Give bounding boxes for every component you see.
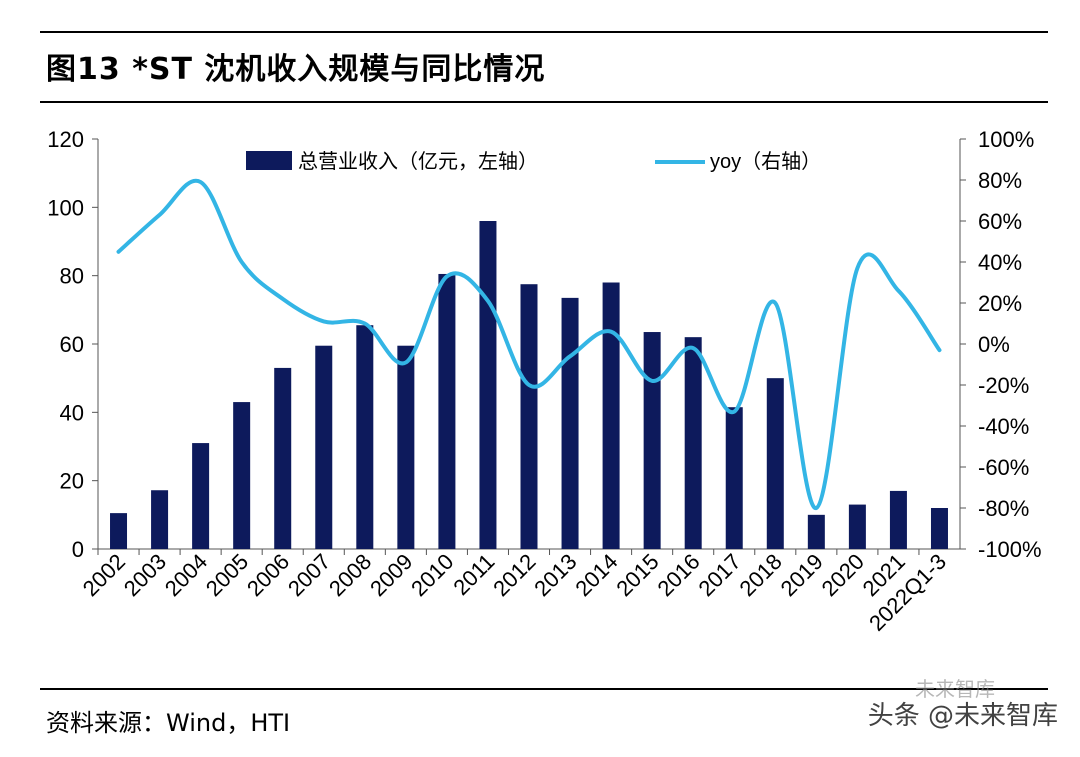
revenue-bar: [561, 297, 579, 549]
right-tick-label: -60%: [978, 455, 1029, 480]
revenue-bar: [807, 514, 825, 549]
x-tick-label: 2009: [365, 549, 417, 601]
right-tick-label: -80%: [978, 496, 1029, 521]
legend-bar-swatch: [246, 151, 292, 170]
revenue-bar: [397, 345, 415, 549]
x-tick-label: 2004: [160, 549, 212, 601]
left-tick-label: 80: [60, 264, 84, 289]
x-tick-label: 2020: [817, 549, 869, 601]
bar-series: [110, 221, 948, 549]
revenue-bar: [438, 273, 456, 549]
revenue-bar: [766, 378, 784, 549]
x-tick-label: 2003: [119, 549, 171, 601]
revenue-bar: [192, 443, 210, 549]
x-tick-label: 2011: [448, 549, 499, 600]
watermark-text: 头条 @未来智库: [867, 701, 1058, 731]
x-tick-label: 2008: [324, 549, 376, 601]
legend-bar-label: 总营业收入（亿元，左轴）: [298, 150, 538, 173]
x-tick-label: 2002: [78, 549, 130, 601]
yoy-line: [116, 178, 942, 511]
revenue-bar: [643, 332, 661, 549]
revenue-bar: [520, 284, 538, 549]
x-tick-label: 2015: [611, 549, 663, 601]
revenue-bar: [848, 504, 866, 549]
left-tick-label: 0: [72, 537, 84, 562]
x-tick-label: 2017: [693, 549, 745, 601]
chart-legend: 总营业收入（亿元，左轴） yoy（右轴）: [246, 150, 821, 173]
right-tick-label: 40%: [978, 250, 1022, 275]
top-rule: [40, 31, 1048, 33]
page-title: 图13 *ST 沈机收入规模与同比情况: [46, 52, 546, 87]
revenue-bar: [889, 490, 907, 549]
left-tick-label: 120: [47, 127, 84, 152]
revenue-bar: [274, 367, 292, 549]
x-tick-label: 2010: [406, 549, 458, 601]
right-tick-label: -100%: [978, 537, 1042, 562]
watermark-sub: 未来智库: [915, 677, 995, 701]
right-tick-label: 20%: [978, 291, 1022, 316]
revenue-bar: [479, 221, 497, 549]
x-tick-label: 2007: [283, 549, 335, 601]
left-tick-label: 40: [60, 400, 84, 425]
right-tick-label: 0%: [978, 332, 1010, 357]
x-tick-label: 2012: [488, 549, 540, 601]
title-rule: [40, 101, 1048, 103]
revenue-bar: [233, 402, 251, 549]
revenue-bar: [356, 325, 374, 549]
x-tick-label: 2014: [570, 549, 622, 601]
right-tick-label: -40%: [978, 414, 1029, 439]
right-tick-label: -20%: [978, 373, 1029, 398]
left-tick-label: 60: [60, 332, 84, 357]
right-tick-label: 100%: [978, 127, 1034, 152]
revenue-bar: [684, 337, 702, 549]
revenue-bar: [602, 282, 620, 549]
revenue-bar: [725, 407, 743, 549]
revenue-bar: [151, 490, 169, 549]
watermark: 头条 @未来智库: [868, 695, 1058, 732]
legend-line-label: yoy（右轴）: [710, 150, 821, 173]
source-rule: [40, 688, 1048, 690]
revenue-bar: [110, 513, 128, 549]
x-tick-label: 2006: [242, 549, 294, 601]
revenue-bar: [930, 508, 948, 549]
left-tick-label: 20: [60, 469, 84, 494]
x-tick-label: 2019: [776, 549, 828, 601]
source-note: 资料来源：Wind，HTI: [46, 709, 291, 737]
right-tick-label: 60%: [978, 209, 1022, 234]
x-tick-label: 2018: [735, 549, 787, 601]
x-tick-label: 2005: [201, 549, 253, 601]
x-tick-label: 2016: [652, 549, 704, 601]
right-tick-label: 80%: [978, 168, 1022, 193]
revenue-bar: [315, 345, 333, 549]
left-tick-label: 100: [47, 195, 84, 220]
x-tick-label: 2013: [529, 549, 581, 601]
